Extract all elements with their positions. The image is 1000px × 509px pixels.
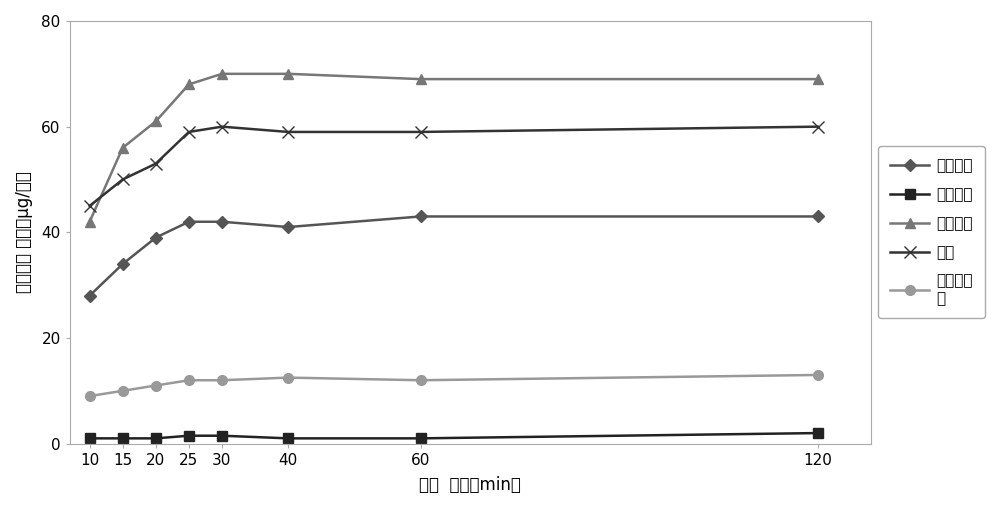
苯酚 [216,124,228,130]
苯酚 [117,177,129,183]
苯酚 [282,129,294,135]
间苯二酚 [183,433,195,439]
苯酚 [812,124,824,130]
间苯二酚 [216,433,228,439]
间、对甲
酚 [150,382,162,388]
Line: 间苯二酚: 间苯二酚 [85,428,822,443]
间苯二酚 [415,435,427,441]
邻苯二酚 [183,81,195,88]
苯酚 [183,129,195,135]
苯酚 [150,160,162,166]
邻苯二酚 [282,71,294,77]
间苯二酚 [150,435,162,441]
对苯二酚 [183,219,195,225]
邻苯二酚 [812,76,824,82]
对苯二酚 [415,213,427,219]
Line: 苯酚: 苯酚 [84,121,823,211]
间、对甲
酚 [117,388,129,394]
间、对甲
酚 [216,377,228,383]
Line: 对苯二酚: 对苯二酚 [85,212,822,300]
间、对甲
酚 [812,372,824,378]
对苯二酚 [282,224,294,230]
邻苯二酚 [216,71,228,77]
对苯二酚 [117,261,129,267]
对苯二酚 [812,213,824,219]
间苯二酚 [282,435,294,441]
间苯二酚 [117,435,129,441]
间苯二酚 [812,430,824,436]
邻苯二酚 [415,76,427,82]
苯酚 [84,203,96,209]
对苯二酚 [216,219,228,225]
邻苯二酚 [84,219,96,225]
邻苯二酚 [150,118,162,124]
Line: 邻苯二酚: 邻苯二酚 [85,69,822,227]
苯酚 [415,129,427,135]
Y-axis label: 检测含量 单位（μg/支）: 检测含量 单位（μg/支） [15,172,33,293]
Line: 间、对甲
酚: 间、对甲 酚 [85,370,822,401]
对苯二酚 [84,293,96,299]
间苯二酚 [84,435,96,441]
对苯二酚 [150,235,162,241]
邻苯二酚 [117,145,129,151]
间、对甲
酚 [415,377,427,383]
间、对甲
酚 [183,377,195,383]
Legend: 对苯二酚, 间苯二酚, 邻苯二酚, 苯酚, 间、对甲
酚: 对苯二酚, 间苯二酚, 邻苯二酚, 苯酚, 间、对甲 酚 [878,147,985,318]
X-axis label: 时间  单位（min）: 时间 单位（min） [419,476,521,494]
间、对甲
酚 [84,393,96,399]
间、对甲
酚 [282,375,294,381]
